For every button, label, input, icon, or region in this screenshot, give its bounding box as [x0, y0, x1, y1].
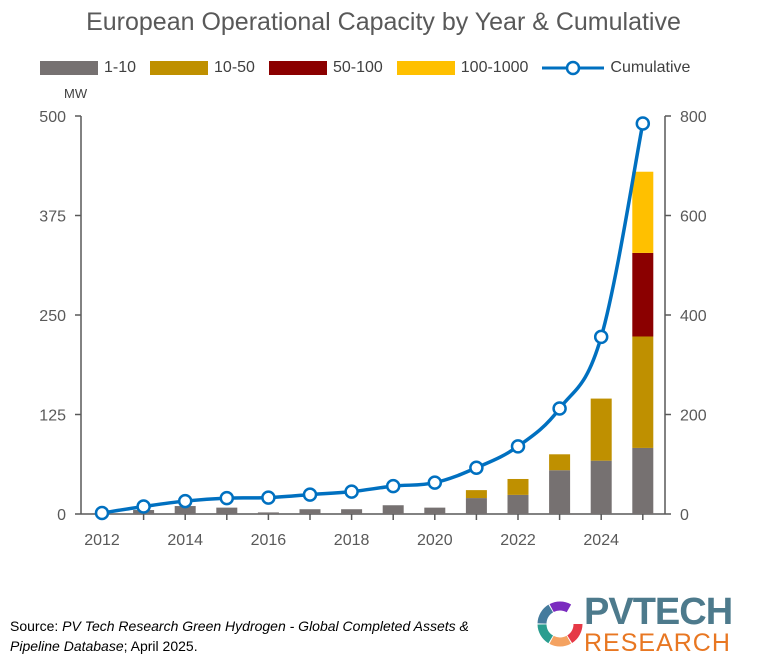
x-tick-label: 2024 — [583, 532, 619, 549]
cumulative-point-2019 — [385, 478, 401, 494]
cumulative-point-2013 — [136, 499, 151, 514]
y-left-tick-label: 375 — [39, 209, 66, 226]
source-prefix: Source: — [10, 618, 63, 634]
cumulative-point-2012 — [94, 505, 110, 521]
bar-100-1000-2025 — [632, 171, 654, 253]
source-note: Source: PV Tech Research Green Hydrogen … — [10, 616, 510, 656]
legend-label-100-1000: 100-1000 — [460, 59, 529, 76]
y-left-tick-label: 500 — [39, 109, 66, 126]
legend-item-100-1000: 100-1000 — [396, 59, 529, 77]
bar-1-10-2019 — [382, 505, 404, 514]
bar-1-10-2016 — [257, 512, 279, 514]
cumulative-point-2015 — [219, 490, 235, 506]
source-italic: PV Tech Research Green Hydrogen - Global… — [10, 618, 469, 654]
bar-1-10-2025 — [632, 447, 654, 514]
y-left-tick-label: 250 — [39, 308, 66, 325]
bar-1-10-2024 — [590, 460, 612, 514]
bar-1-10-2017 — [299, 509, 321, 514]
y-right-tick-label: 400 — [680, 308, 707, 325]
cumulative-point-2018 — [344, 484, 359, 499]
bar-1-10-2020 — [424, 507, 446, 514]
legend-label-cumulative: Cumulative — [610, 59, 691, 76]
logo-subtitle: RESEARCH — [584, 629, 731, 657]
bar-1-10-2015 — [216, 507, 238, 514]
x-tick-label: 2014 — [167, 532, 203, 549]
legend-item-50-100: 50-100 — [268, 59, 383, 77]
bar-10-50-2021 — [465, 490, 487, 499]
cumulative-point-2024 — [593, 329, 609, 345]
cumulative-point-2014 — [177, 493, 193, 509]
legend-item-cumulative: Cumulative — [542, 57, 690, 79]
legend-swatch-1-10 — [40, 61, 98, 75]
bar-50-100-2025 — [632, 252, 654, 337]
x-tick-label: 2020 — [417, 532, 453, 549]
x-tick-label: 2018 — [334, 532, 370, 549]
cumulative-point-2021 — [469, 460, 484, 475]
chart-title: European Operational Capacity by Year & … — [86, 8, 681, 36]
source-suffix: ; April 2025. — [123, 638, 198, 654]
legend-item-10-50: 10-50 — [150, 59, 255, 77]
y-right-tick-label: 600 — [680, 209, 707, 226]
bar-1-10-2023 — [549, 470, 571, 514]
y-left-tick-label: 125 — [39, 408, 66, 425]
y-axis-units: MW — [64, 86, 88, 101]
y-right-tick-label: 200 — [680, 408, 707, 425]
bar-1-10-2014 — [174, 506, 196, 514]
cumulative-point-2017 — [302, 487, 318, 502]
bar-1-10-2022 — [507, 494, 529, 514]
x-tick-label: 2012 — [84, 532, 120, 549]
logo-mark-icon — [537, 601, 583, 647]
legend-label-50-100: 50-100 — [332, 59, 383, 76]
cumulative-point-2022 — [510, 439, 526, 454]
x-tick-label: 2016 — [251, 532, 287, 549]
bar-1-10-2021 — [465, 498, 487, 514]
bar-10-50-2024 — [590, 398, 612, 461]
legend-label-10-50: 10-50 — [214, 59, 255, 76]
logo-wordmark: PVTECH — [584, 591, 733, 633]
legend-label-1-10: 1-10 — [104, 59, 137, 76]
bar-1-10-2018 — [341, 509, 363, 514]
cumulative-point-2016 — [261, 490, 276, 505]
legend-swatch-100-1000 — [396, 61, 455, 75]
legend-line-swatch — [542, 60, 605, 76]
chart-plot: 0 125 250 375 500 0 200 400 600 800 2012 2014 2016 20… — [39, 109, 707, 549]
legend-item-1-10: 1-10 — [40, 59, 136, 77]
cumulative-point-2025 — [635, 116, 651, 131]
y-right-tick-label: 800 — [680, 109, 707, 126]
bar-10-50-2025 — [632, 336, 654, 448]
pvtech-logo: PVTECH RESEARCH — [536, 592, 764, 658]
legend: 1-10 10-50 50-100 100-1000 Cumulative — [40, 57, 704, 79]
y-right-tick-label: 0 — [680, 507, 689, 524]
x-tick-label: 2022 — [500, 532, 536, 549]
legend-swatch-10-50 — [150, 61, 209, 75]
bar-10-50-2023 — [549, 454, 571, 471]
cumulative-point-2023 — [552, 401, 567, 416]
legend-swatch-50-100 — [268, 61, 327, 75]
bar-10-50-2022 — [507, 478, 529, 495]
cumulative-point-2020 — [427, 475, 443, 490]
y-left-tick-label: 0 — [57, 507, 66, 524]
